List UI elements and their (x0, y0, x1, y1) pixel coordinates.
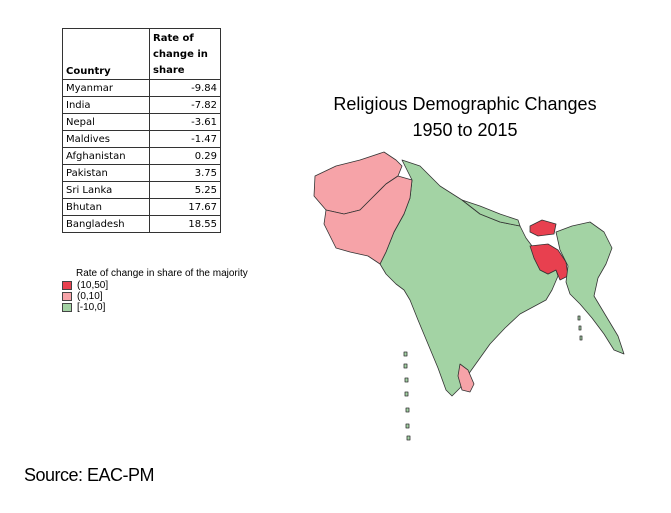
legend-item: [-10,0] (62, 302, 248, 313)
region-india (379, 159, 559, 397)
legend: Rate of change in share of the majority … (62, 268, 248, 313)
table-row: Sri Lanka 5.25 (62, 181, 221, 199)
legend-label: (0,10] (77, 291, 103, 302)
legend-swatch-high (62, 281, 72, 290)
table-row: Myanmar -9.84 (62, 79, 221, 97)
legend-label: [-10,0] (77, 302, 106, 313)
table-row: Nepal -3.61 (62, 113, 221, 131)
table-row: Maldives -1.47 (62, 130, 221, 148)
legend-swatch-low (62, 303, 72, 312)
value-cell: -1.47 (149, 130, 221, 148)
table-row: Bhutan 17.67 (62, 198, 221, 216)
region-sri-lanka (457, 363, 475, 393)
region-pakistan (323, 175, 413, 265)
region-bhutan (529, 219, 557, 237)
legend-item: (10,50] (62, 280, 248, 291)
legend-label: (10,50] (77, 280, 109, 291)
header-country: Country (62, 28, 150, 80)
region-islands (577, 315, 583, 341)
table-row: Pakistan 3.75 (62, 164, 221, 182)
header-rate-line: share (153, 65, 185, 76)
header-rate-line: change in (153, 49, 208, 60)
legend-swatch-mid (62, 292, 72, 301)
header-rate-line: Rate of (153, 33, 194, 44)
value-cell: 18.55 (149, 215, 221, 233)
rate-table: Country Rate of change in share Myanmar -… (62, 28, 221, 233)
value-cell: 17.67 (149, 198, 221, 216)
region-maldives (403, 351, 411, 441)
map-title: Religious Demographic Changes (333, 94, 597, 114)
legend-item: (0,10] (62, 291, 248, 302)
region-nepal (461, 199, 521, 227)
source-caption: Source: EAC-PM (24, 465, 155, 485)
table-row: Bangladesh 18.55 (62, 215, 221, 233)
legend-title: Rate of change in share of the majority (76, 268, 248, 279)
region-myanmar (555, 221, 625, 355)
map-subtitle: 1950 to 2015 (412, 120, 518, 140)
region-bangladesh (529, 243, 569, 281)
